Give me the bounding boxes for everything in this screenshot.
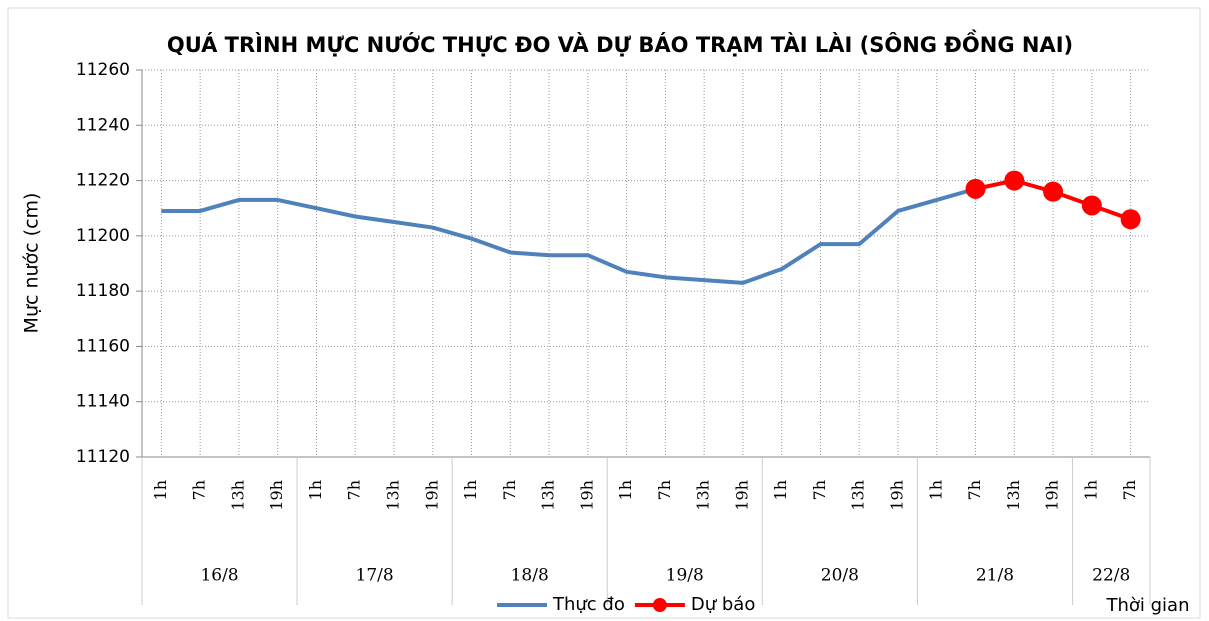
y-tick-label: 11220	[76, 171, 130, 191]
x-group-label: 17/8	[356, 566, 394, 586]
y-tick-label: 11240	[76, 115, 130, 135]
x-tick-label: 7h	[965, 480, 984, 500]
point	[1043, 181, 1064, 202]
x-tick-label: 1h	[771, 480, 790, 500]
chart-frame	[7, 7, 1201, 619]
x-tick-label: 13h	[849, 480, 868, 511]
x-tick-label: 19h	[888, 480, 907, 511]
x-tick-label: 7h	[345, 480, 364, 500]
y-tick-label: 11160	[76, 336, 130, 356]
legend-label: Thực đo	[552, 594, 625, 615]
point	[1120, 209, 1141, 230]
x-tick-label: 7h	[810, 480, 829, 500]
x-group-label: 20/8	[821, 566, 859, 586]
x-group-label: 18/8	[511, 566, 549, 586]
x-tick-label: 19h	[732, 480, 751, 511]
x-tick-label: 19h	[577, 480, 596, 511]
series-line	[161, 186, 977, 285]
y-tick-label: 11180	[76, 281, 130, 301]
x-tick-label: 1h	[461, 480, 480, 500]
x-group-label: 21/8	[976, 566, 1014, 586]
point	[965, 178, 986, 199]
y-tick-label: 11140	[76, 392, 130, 412]
x-tick-label: 19h	[422, 480, 441, 511]
x-tick-label: 13h	[384, 480, 403, 511]
x-group-label: 16/8	[200, 566, 238, 586]
x-tick-label: 19h	[1043, 480, 1062, 511]
y-tick-label: 11260	[76, 60, 130, 80]
x-tick-label: 13h	[694, 480, 713, 511]
legend-label: Dự báo	[691, 594, 755, 615]
point	[1004, 170, 1025, 191]
y-axis-label: Mực nước (cm)	[21, 193, 43, 334]
x-axis-label: Thời gian	[1105, 595, 1189, 616]
x-tick-label: 1h	[306, 480, 325, 500]
legend-marker	[652, 598, 667, 612]
x-tick-label: 1h	[616, 480, 635, 500]
y-tick-label: 11200	[76, 226, 130, 246]
x-group-label: 22/8	[1092, 566, 1130, 586]
x-tick-label: 7h	[190, 480, 209, 500]
x-tick-label: 7h	[1120, 480, 1139, 500]
y-tick-label: 11120	[76, 447, 130, 467]
x-tick-label: 1h	[926, 480, 945, 500]
x-tick-label: 1h	[151, 480, 170, 500]
x-tick-label: 19h	[267, 480, 286, 511]
chart-title: QUÁ TRÌNH MỰC NƯỚC THỰC ĐO VÀ DỰ BÁO TRẠ…	[167, 29, 1073, 57]
x-tick-label: 13h	[1004, 480, 1023, 511]
x-tick-label: 7h	[500, 480, 519, 500]
x-tick-label: 13h	[539, 480, 558, 511]
x-tick-label: 7h	[655, 480, 674, 500]
point	[1081, 195, 1102, 216]
x-group-label: 19/8	[666, 566, 704, 586]
x-tick-label: 13h	[228, 480, 247, 511]
x-tick-label: 1h	[1081, 480, 1100, 500]
